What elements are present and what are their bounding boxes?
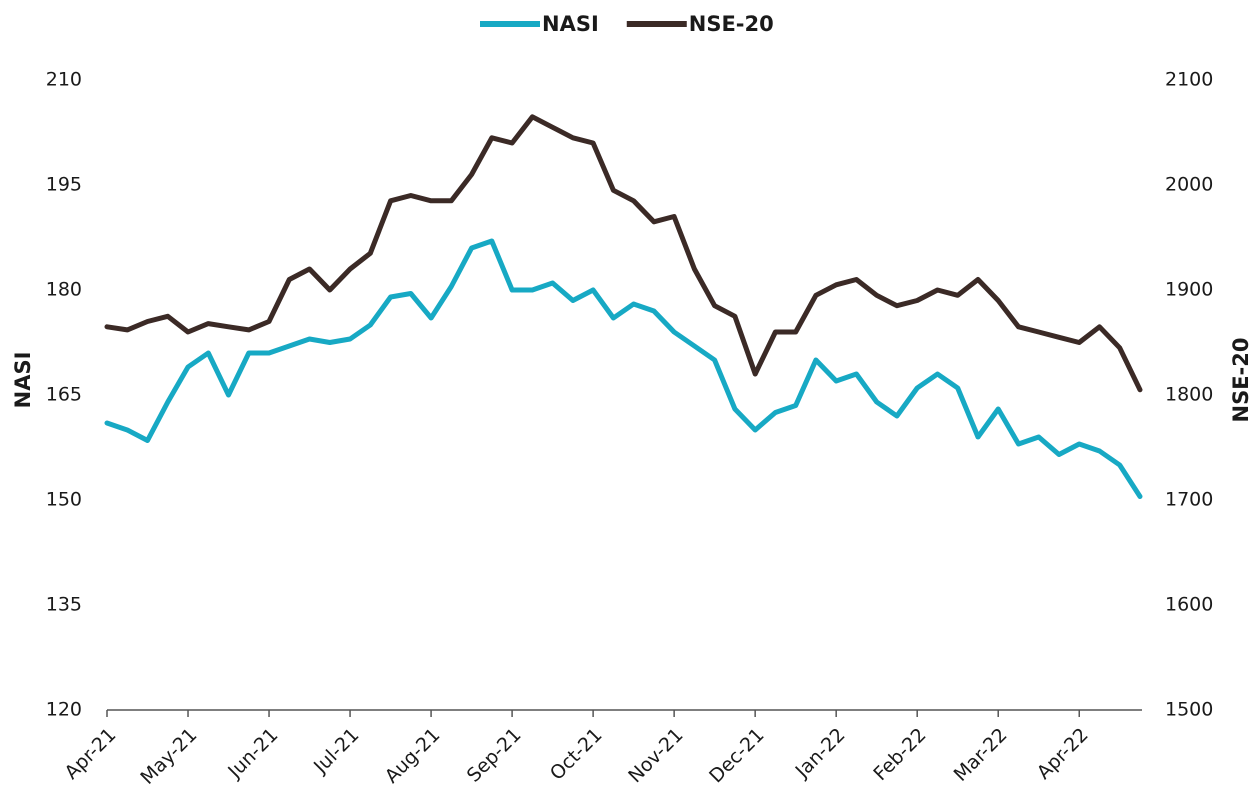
legend-label: NSE-20 [689, 12, 774, 36]
y-tick-label: 165 [46, 384, 82, 406]
line-series [104, 114, 1143, 393]
y2-tick-label: 2100 [1165, 69, 1213, 91]
x-tick-label: Jan-22 [791, 724, 850, 783]
y2-tick-label: 1900 [1165, 279, 1213, 301]
x-tick-label: Jul-21 [309, 724, 363, 778]
y-tick-label: 210 [46, 69, 82, 91]
y2-tick-label: 1500 [1165, 699, 1213, 721]
x-tick-label: Feb-22 [869, 724, 930, 785]
x-tick-label: Dec-21 [705, 724, 769, 788]
y2-axis-label: NSE-20 [1229, 338, 1253, 423]
x-tick-label: Sep-21 [463, 724, 526, 787]
y-tick-label: 180 [46, 279, 82, 301]
legend-label: NASI [542, 12, 599, 36]
x-tick-label: Mar-22 [950, 724, 1012, 786]
x-tick-label: Apr-22 [1033, 724, 1093, 784]
x-tick-label: Aug-21 [381, 724, 445, 788]
y2-tick-label: 1700 [1165, 489, 1213, 511]
x-tick-label: Oct-21 [546, 724, 607, 785]
line-series [104, 238, 1143, 499]
x-tick-label: Nov-21 [624, 724, 687, 787]
y-tick-label: 195 [46, 174, 82, 196]
y2-tick-label: 1600 [1165, 594, 1213, 616]
y-axis-label: NASI [11, 352, 35, 409]
y-tick-label: 135 [46, 594, 82, 616]
x-tick-label: May-21 [136, 724, 201, 789]
y-tick-label: 120 [46, 699, 82, 721]
x-tick-label: Apr-21 [61, 724, 121, 784]
y2-tick-label: 1800 [1165, 384, 1213, 406]
x-tick-label: Jun-21 [223, 724, 282, 783]
y-tick-label: 150 [46, 489, 82, 511]
y2-tick-label: 2000 [1165, 174, 1213, 196]
